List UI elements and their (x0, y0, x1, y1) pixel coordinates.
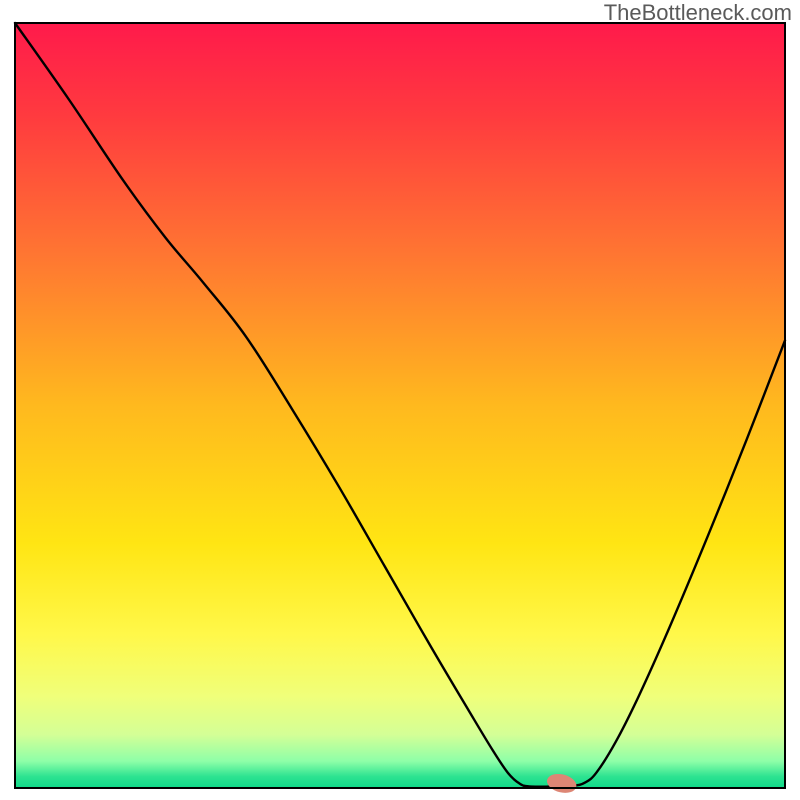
bottleneck-chart: TheBottleneck.com (0, 0, 800, 800)
chart-background (15, 23, 785, 788)
watermark-text: TheBottleneck.com (604, 2, 792, 24)
chart-svg (0, 0, 800, 800)
